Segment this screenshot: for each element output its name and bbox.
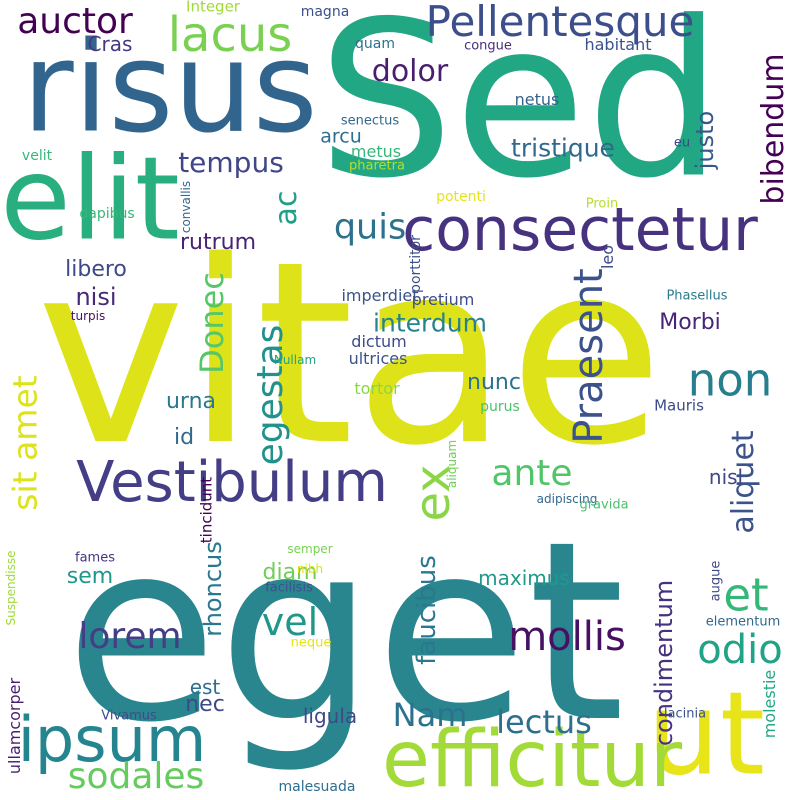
- word-vivamus: Vivamus: [101, 708, 157, 724]
- word-augue: augue: [708, 560, 724, 602]
- word-nec: nec: [185, 692, 225, 717]
- word-diam: diam: [262, 560, 318, 585]
- word-imperdiet: imperdiet: [341, 286, 419, 305]
- word-eget: eget: [65, 489, 625, 777]
- word-lacinia: lacinia: [663, 706, 707, 722]
- word-interdum: interdum: [373, 308, 487, 338]
- word-tempus: tempus: [178, 146, 284, 179]
- word-praesent: Praesent: [566, 268, 612, 444]
- word-ac: ac: [269, 190, 304, 226]
- word-nunc: nunc: [467, 370, 521, 395]
- word-sit-amet: sit amet: [5, 375, 45, 511]
- word-nisl: nisl: [708, 465, 744, 489]
- word-nisi: nisi: [75, 283, 117, 311]
- word-auctor: auctor: [17, 1, 133, 42]
- word-proin: Proin: [585, 196, 619, 212]
- word-arcu: arcu: [320, 125, 362, 148]
- word-elementum: elementum: [705, 614, 781, 630]
- word-donec: Donec: [193, 272, 231, 374]
- word-netus: netus: [514, 90, 560, 109]
- word-odio: odio: [697, 627, 783, 673]
- word-pharetra: pharetra: [349, 158, 405, 174]
- word-ipsum: ipsum: [17, 703, 207, 776]
- word-gravida: gravida: [579, 497, 629, 513]
- word-ut: ut: [647, 667, 765, 800]
- word-senectus: senectus: [340, 113, 400, 129]
- word-magna: magna: [300, 4, 350, 20]
- word-bibendum: bibendum: [756, 53, 791, 205]
- word-leo: leo: [598, 244, 617, 270]
- word-morbi: Morbi: [659, 310, 721, 335]
- word-faucibus: faucibus: [412, 555, 442, 665]
- word-vitae: vitae: [36, 208, 664, 501]
- word-rutrum: rutrum: [179, 230, 257, 255]
- word-id: id: [173, 425, 195, 450]
- word-nam: Nam: [392, 696, 468, 734]
- word-potenti: potenti: [436, 189, 486, 205]
- word-lorem: lorem: [78, 616, 182, 657]
- word-dictum: dictum: [351, 332, 407, 351]
- word-porttitor: porttitor: [408, 235, 424, 293]
- word-lectus: lectus: [496, 703, 592, 741]
- word-velit: velit: [21, 148, 53, 164]
- word-cras: Cras: [87, 32, 133, 56]
- word-tortor: tortor: [354, 379, 400, 398]
- word-urna: urna: [165, 389, 217, 414]
- word-ligula: ligula: [302, 704, 358, 728]
- word-dolor: dolor: [371, 54, 449, 89]
- word-tristique: tristique: [511, 133, 615, 163]
- word-risus: risus: [22, 15, 318, 161]
- word-ultrices: ultrices: [348, 349, 408, 368]
- word-eu: eu: [673, 135, 691, 151]
- word-fames: fames: [75, 550, 115, 566]
- word-non: non: [687, 353, 773, 407]
- word-facilisis: facilisis: [265, 580, 313, 596]
- word-elit: elit: [0, 132, 180, 267]
- word-et: et: [723, 568, 769, 622]
- word-quam: quam: [355, 36, 395, 52]
- word-purus: purus: [480, 399, 520, 415]
- word-nibh: nibh: [296, 562, 324, 576]
- word-maximus: maximus: [478, 566, 570, 590]
- word-quis: quis: [333, 207, 407, 248]
- word-consectetur: consectetur: [402, 195, 758, 265]
- word-semper: semper: [287, 542, 333, 556]
- word-sodales: sodales: [67, 756, 205, 797]
- word-libero: libero: [65, 257, 127, 282]
- word-convallis: convallis: [179, 180, 193, 234]
- word-congue: congue: [464, 38, 512, 54]
- word-dapibus: dapibus: [79, 206, 135, 222]
- word-ante: ante: [491, 453, 573, 494]
- word-tincidunt: tincidunt: [197, 476, 216, 544]
- word-molestie: molestie: [760, 669, 779, 739]
- word-metus: metus: [350, 142, 402, 161]
- word-lacus: lacus: [167, 7, 293, 63]
- word-sem: sem: [66, 564, 114, 589]
- word-turpis: turpis: [70, 309, 106, 323]
- word-integer: Integer: [186, 0, 240, 16]
- word-adipiscing: adipiscing: [536, 492, 598, 506]
- word-vel: vel: [261, 600, 319, 644]
- word-ullamcorper: ullamcorper: [5, 677, 24, 775]
- word-mollis: mollis: [508, 614, 626, 660]
- word-rhoncus: rhoncus: [199, 541, 227, 637]
- word-nullam: Nullam: [273, 353, 317, 367]
- word-egestas: egestas: [250, 324, 291, 466]
- word-pellentesque: Pellentesque: [425, 0, 695, 46]
- word-aliquam: aliquam: [445, 439, 459, 489]
- word-sed: Sed: [317, 0, 723, 226]
- word-justo: justo: [691, 110, 719, 170]
- word-vestibulum: Vestibulum: [76, 450, 388, 515]
- word-efficitur: efficitur: [381, 715, 683, 800]
- word-phasellus: Phasellus: [666, 288, 728, 304]
- word-mauris: Mauris: [654, 396, 704, 415]
- word-pretium: pretium: [411, 290, 475, 309]
- word-habitant: habitant: [584, 35, 652, 54]
- word-malesuada: malesuada: [278, 779, 356, 795]
- word-suspendisse: Suspendisse: [4, 550, 18, 626]
- word-neque: neque: [290, 635, 332, 651]
- word-est: est: [189, 675, 221, 699]
